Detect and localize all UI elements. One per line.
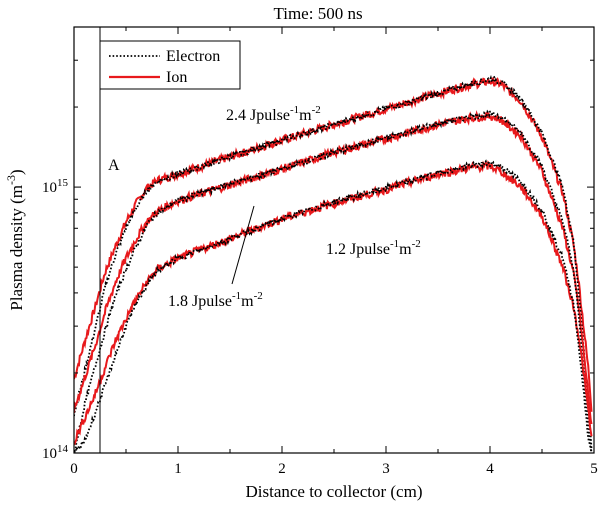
x-tick-label: 1	[174, 461, 182, 477]
series-electron-line-3	[74, 159, 593, 453]
x-axis-title: Distance to collector (cm)	[245, 482, 422, 501]
y-axis-title: Plasma density (m-3)	[4, 169, 26, 310]
y-tick-label: 1014	[42, 443, 69, 462]
annotation-2-4: 2.4 Jpulse-1m-2	[226, 104, 321, 124]
x-tick-label: 5	[590, 461, 598, 477]
annotation-1-2: 1.2 Jpulse-1m-2	[326, 238, 421, 258]
series-ion-line-2	[74, 109, 593, 425]
annotation-1-8: 1.8 Jpulse-1m-2	[168, 290, 263, 310]
chart-title: Time: 500 ns	[273, 4, 362, 23]
x-tick-label: 0	[70, 461, 78, 477]
series-electron-line-2	[74, 109, 593, 453]
legend-box	[99, 40, 241, 90]
x-tick-label: 2	[278, 461, 286, 477]
legend: Electron Ion	[99, 40, 241, 90]
ticks-layer: 0 1 2 3 4 5 1015 1014	[42, 26, 598, 477]
marker-label-a: A	[108, 157, 120, 174]
plot-frame	[73, 26, 595, 454]
legend-label-ion: Ion	[166, 69, 187, 86]
series-ion-line-1	[74, 77, 593, 412]
series-electron-line-1	[74, 74, 593, 449]
x-tick-label: 3	[382, 461, 390, 477]
series-layer	[74, 74, 593, 453]
annotation-1-8-leader	[231, 205, 255, 285]
x-tick-label: 4	[486, 461, 494, 477]
legend-label-electron: Electron	[166, 48, 220, 65]
y-tick-label: 1015	[42, 177, 69, 196]
series-ion-line-3	[74, 160, 593, 446]
